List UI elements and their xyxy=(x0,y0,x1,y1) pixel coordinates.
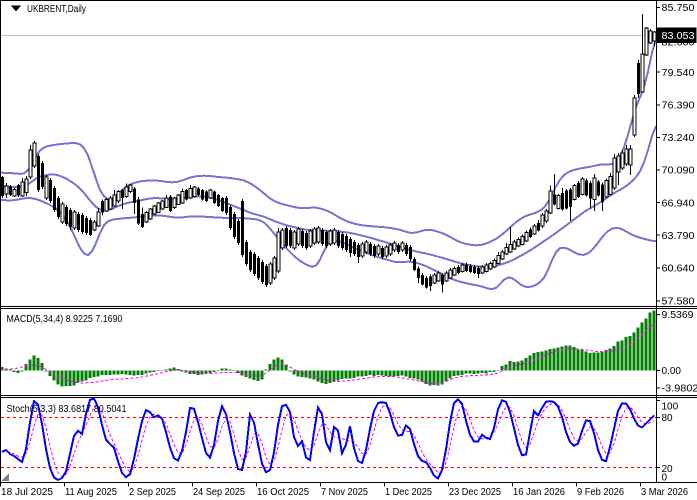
svg-text:0.00: 0.00 xyxy=(662,366,682,377)
svg-text:9.5369: 9.5369 xyxy=(662,310,694,321)
svg-text:16 Oct 2025: 16 Oct 2025 xyxy=(257,487,309,498)
svg-text:83.053: 83.053 xyxy=(662,31,695,42)
svg-text:73.240: 73.240 xyxy=(662,133,695,144)
svg-text:80: 80 xyxy=(662,413,674,424)
svg-text:66.940: 66.940 xyxy=(662,198,695,209)
svg-text:85.750: 85.750 xyxy=(662,3,695,14)
svg-text:MACD(5,34,4) 8.9225 7.1690: MACD(5,34,4) 8.9225 7.1690 xyxy=(7,314,123,325)
svg-text:7 Nov 2025: 7 Nov 2025 xyxy=(321,487,368,498)
svg-text:0: 0 xyxy=(662,473,668,484)
svg-text:-3.9802: -3.9802 xyxy=(662,384,697,395)
svg-text:70.090: 70.090 xyxy=(662,166,695,177)
svg-text:57.580: 57.580 xyxy=(662,297,695,308)
svg-text:UKBRENT,Daily: UKBRENT,Daily xyxy=(27,4,86,15)
svg-text:11 Aug 2025: 11 Aug 2025 xyxy=(65,487,117,498)
svg-text:23 Dec 2025: 23 Dec 2025 xyxy=(449,487,501,498)
svg-text:100: 100 xyxy=(662,402,679,413)
svg-text:1 Dec 2025: 1 Dec 2025 xyxy=(385,487,432,498)
svg-text:3 Mar 2026: 3 Mar 2026 xyxy=(641,487,688,498)
svg-text:76.390: 76.390 xyxy=(662,101,695,112)
svg-text:60.640: 60.640 xyxy=(662,264,695,275)
svg-text:82.600: 82.600 xyxy=(662,38,695,49)
svg-text:20: 20 xyxy=(662,464,674,475)
svg-text:18 Jul 2025: 18 Jul 2025 xyxy=(1,487,53,498)
svg-text:2 Sep 2025: 2 Sep 2025 xyxy=(129,487,176,498)
svg-text:9 Feb 2026: 9 Feb 2026 xyxy=(577,487,624,498)
svg-text:Stoch(5,3,3) 83.6817 80.5041: Stoch(5,3,3) 83.6817 80.5041 xyxy=(7,404,127,415)
svg-text:16 Jan 2026: 16 Jan 2026 xyxy=(513,487,565,498)
svg-text:63.790: 63.790 xyxy=(662,231,695,242)
svg-text:79.540: 79.540 xyxy=(662,68,695,79)
svg-text:24 Sep 2025: 24 Sep 2025 xyxy=(193,487,245,498)
